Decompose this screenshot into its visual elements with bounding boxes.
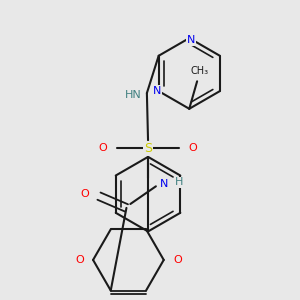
Text: HN: HN xyxy=(125,90,142,100)
Text: O: O xyxy=(189,143,198,153)
Text: N: N xyxy=(152,86,161,96)
Text: O: O xyxy=(81,189,90,199)
Text: H: H xyxy=(175,177,184,188)
Text: N: N xyxy=(160,179,168,189)
Text: O: O xyxy=(173,255,182,265)
Text: S: S xyxy=(144,142,152,154)
Text: O: O xyxy=(98,143,107,153)
Text: O: O xyxy=(75,255,84,265)
Text: CH₃: CH₃ xyxy=(191,67,209,76)
Text: N: N xyxy=(187,35,195,45)
